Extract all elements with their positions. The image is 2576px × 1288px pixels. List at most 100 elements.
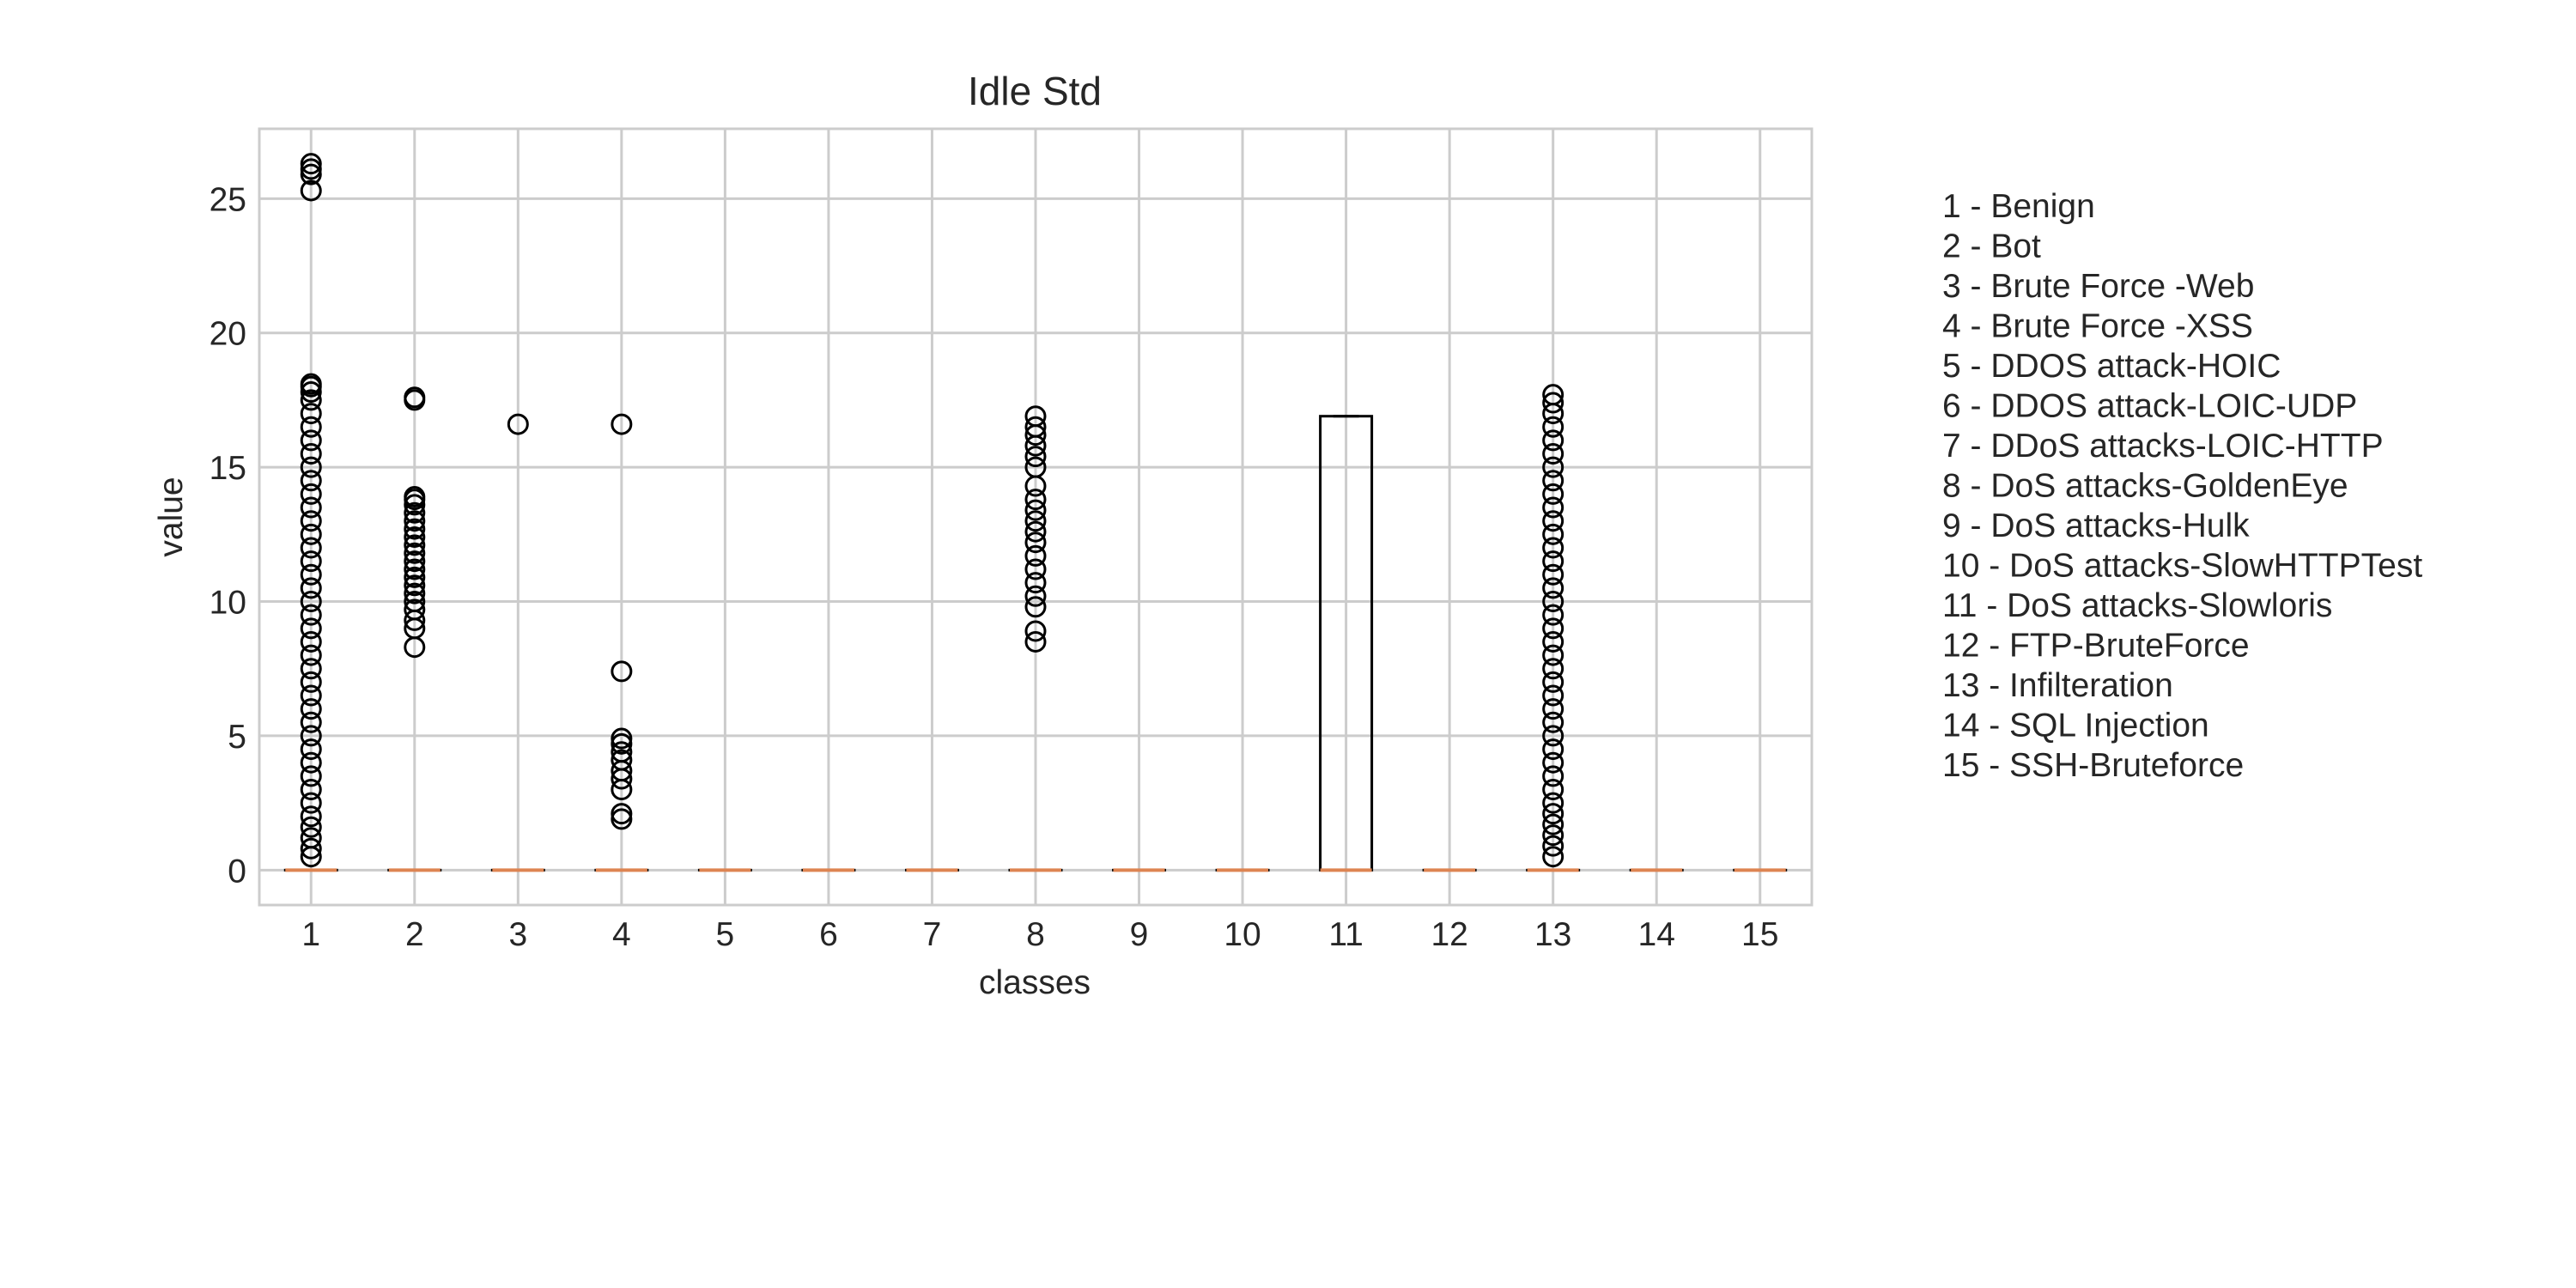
outlier-point: [300, 617, 322, 640]
outlier-point: [1542, 765, 1564, 787]
x-tick-label: 10: [1224, 916, 1261, 953]
outlier-point: [300, 837, 322, 860]
outlier-point: [1542, 470, 1564, 492]
outlier-point: [1542, 846, 1564, 868]
outlier-point: [507, 413, 529, 435]
outlier-point: [611, 660, 633, 683]
outlier-point: [300, 658, 322, 680]
outlier-point: [300, 537, 322, 559]
outlier-point: [1542, 429, 1564, 452]
outlier-point: [1024, 630, 1047, 653]
outlier-point: [300, 483, 322, 505]
outlier-point: [1024, 532, 1047, 554]
outlier-point: [300, 778, 322, 800]
outlier-point: [1542, 671, 1564, 693]
outlier-point: [300, 381, 322, 404]
outlier-point: [1024, 446, 1047, 468]
legend-item: 3 - Brute Force -Web: [1942, 268, 2254, 305]
x-tick-labels: 1 2 3 4 5 6 7 8 9 10 11 12 13 14 15: [301, 916, 1778, 953]
outlier-point: [1542, 835, 1564, 857]
x-tick-label: 3: [508, 916, 527, 953]
outlier-point: [300, 765, 322, 787]
outlier-point: [300, 373, 322, 395]
outlier-point: [300, 550, 322, 573]
outlier-point: [1542, 684, 1564, 707]
x-tick-label: 13: [1534, 916, 1571, 953]
outlier-point: [300, 725, 322, 747]
outlier-point: [1542, 392, 1564, 414]
outlier-point: [404, 501, 426, 524]
outlier-point: [300, 644, 322, 666]
outlier-point: [1542, 456, 1564, 478]
outlier-point: [1542, 483, 1564, 505]
x-tick-label: 11: [1328, 916, 1364, 953]
outlier-point: [300, 563, 322, 586]
outlier-point: [300, 510, 322, 532]
outlier-point: [300, 671, 322, 693]
outlier-point: [404, 510, 426, 532]
legend-item: 11 - DoS attacks-Slowloris: [1942, 587, 2332, 624]
outlier-point: [1542, 537, 1564, 559]
outlier-point: [1542, 824, 1564, 847]
legend-item: 1 - Benign: [1942, 188, 2095, 225]
outlier-point: [1542, 751, 1564, 774]
outlier-point: [1542, 591, 1564, 613]
box-plot-boxes: [283, 415, 1788, 872]
outlier-point: [300, 456, 322, 478]
outlier-point: [1024, 620, 1047, 642]
outlier-point: [611, 413, 633, 435]
outlier-point: [300, 738, 322, 761]
outlier-points: [300, 153, 1564, 868]
x-tick-label: 6: [819, 916, 838, 953]
legend-item: 13 - Infilteration: [1942, 667, 2173, 704]
outlier-point: [300, 470, 322, 492]
outlier-point: [300, 577, 322, 599]
outlier-point: [404, 386, 426, 409]
x-axis-label: classes: [979, 964, 1091, 1001]
outlier-point: [300, 816, 322, 838]
outlier-point: [611, 803, 633, 825]
outlier-point: [611, 749, 633, 771]
outlier-point: [300, 496, 322, 519]
outlier-point: [1542, 496, 1564, 519]
outlier-point: [300, 792, 322, 814]
outlier-point: [300, 591, 322, 613]
outlier-point: [1542, 630, 1564, 653]
outlier-point: [404, 574, 426, 597]
outlier-point: [404, 566, 426, 588]
x-tick-label: 1: [301, 916, 320, 953]
outlier-point: [1542, 658, 1564, 680]
y-tick-label: 25: [210, 181, 246, 218]
outlier-point: [1542, 563, 1564, 586]
y-tick-label: 15: [210, 450, 246, 487]
y-axis-label: value: [153, 477, 190, 556]
outlier-point: [300, 751, 322, 774]
legend-item: 6 - DDOS attack-LOIC-UDP: [1942, 388, 2357, 425]
legend-item: 9 - DoS attacks-Hulk: [1942, 507, 2250, 544]
outlier-point: [404, 542, 426, 564]
outlier-point: [1024, 558, 1047, 580]
outlier-point: [404, 558, 426, 580]
x-tick-label: 4: [612, 916, 631, 953]
legend-item: 4 - Brute Force -XSS: [1942, 308, 2253, 345]
legend-item: 14 - SQL Injection: [1942, 708, 2209, 744]
x-tick-label: 14: [1638, 916, 1675, 953]
outlier-point: [1542, 803, 1564, 825]
outlier-point: [1542, 725, 1564, 747]
outlier-point: [611, 741, 633, 763]
outlier-point: [300, 403, 322, 425]
outlier-point: [1542, 644, 1564, 666]
outlier-point: [300, 179, 322, 202]
legend-item: 12 - FTP-BruteForce: [1942, 628, 2250, 665]
outlier-point: [300, 429, 322, 452]
outlier-point: [300, 805, 322, 828]
outlier-point: [1024, 596, 1047, 618]
outlier-point: [1542, 617, 1564, 640]
x-tick-label: 5: [716, 916, 735, 953]
outlier-point: [300, 389, 322, 411]
outlier-point: [404, 534, 426, 556]
outlier-point: [300, 604, 322, 626]
outlier-point: [404, 494, 426, 516]
outlier-point: [300, 711, 322, 733]
y-tick-label: 20: [210, 316, 246, 353]
